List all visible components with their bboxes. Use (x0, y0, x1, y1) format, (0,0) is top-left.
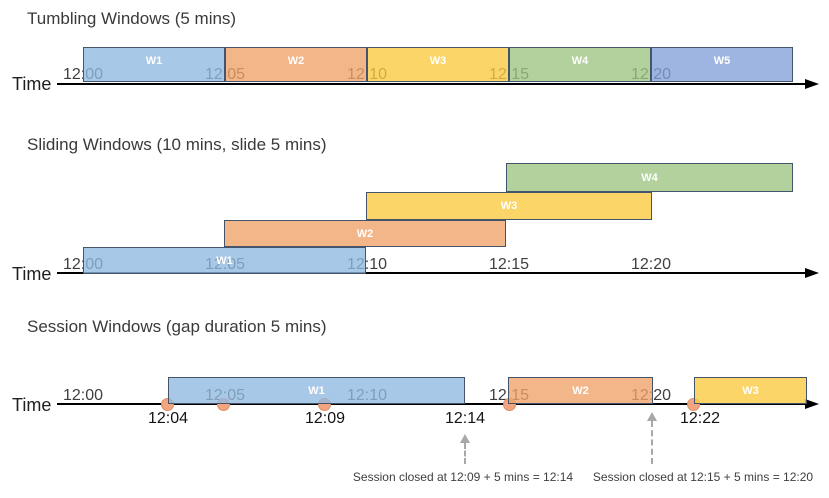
sliding-tick-1220: 12:20 (630, 256, 672, 273)
session-event-label-1214: 12:14 (444, 410, 486, 427)
sliding-window-w4: W4 (506, 163, 793, 192)
tumbling-time-axis (57, 83, 805, 85)
window-label: W5 (713, 55, 731, 67)
tumbling-section-title: Tumbling Windows (5 mins) (27, 9, 237, 28)
sliding-window-w2: W2 (224, 220, 506, 247)
window-label: W1 (145, 55, 163, 67)
session-axis-arrow-icon (805, 399, 819, 409)
tumbling-window-w4: W4 (509, 47, 651, 82)
tumbling-axis-arrow-icon (805, 79, 819, 89)
session-event-label-1222: 12:22 (679, 410, 721, 427)
session-close-arrow-icon (647, 412, 657, 421)
session-section-title: Session Windows (gap duration 5 mins) (27, 317, 327, 336)
tumbling-window-w2: W2 (225, 47, 367, 82)
sliding-axis-arrow-icon (805, 268, 819, 278)
window-label: W3 (500, 200, 518, 212)
session-tick-1200: 12:00 (62, 387, 104, 404)
window-label: W2 (287, 55, 305, 67)
window-label: W3 (429, 55, 447, 67)
tumbling-time-axis-label: Time (12, 74, 52, 94)
window-label: W2 (572, 384, 589, 397)
sliding-time-axis (57, 272, 805, 274)
session-window-w1: W1 (168, 377, 465, 404)
window-label: W2 (356, 227, 374, 240)
session-event-label-1204: 12:04 (147, 410, 189, 427)
sliding-time-axis-label: Time (12, 264, 52, 284)
session-window-w2: W2 (508, 377, 653, 404)
sliding-tick-1215: 12:15 (488, 256, 530, 273)
session-event-label-1209: 12:09 (304, 410, 346, 427)
session-window-w3: W3 (694, 377, 807, 404)
sliding-section-title: Sliding Windows (10 mins, slide 5 mins) (27, 135, 327, 154)
tumbling-window-w1: W1 (83, 47, 225, 82)
sliding-window-w1: W1 (83, 247, 366, 274)
session-close-arrow-icon (460, 434, 470, 443)
tumbling-window-w3: W3 (367, 47, 509, 82)
session-close-arrow-line (651, 421, 653, 464)
window-label: W3 (742, 384, 759, 397)
window-label: W4 (571, 55, 589, 67)
session-close-annotation-2: Session closed at 12:15 + 5 mins = 12:20 (592, 470, 814, 484)
session-close-annotation-1: Session closed at 12:09 + 5 mins = 12:14 (352, 470, 574, 484)
session-time-axis-label: Time (12, 395, 52, 415)
sliding-window-w3: W3 (366, 192, 652, 220)
session-time-axis (57, 403, 805, 405)
tumbling-window-w5: W5 (651, 47, 793, 82)
window-label: W1 (216, 254, 233, 267)
window-label: W4 (641, 171, 658, 184)
session-close-arrow-line (464, 443, 466, 464)
window-label: W1 (308, 384, 325, 397)
